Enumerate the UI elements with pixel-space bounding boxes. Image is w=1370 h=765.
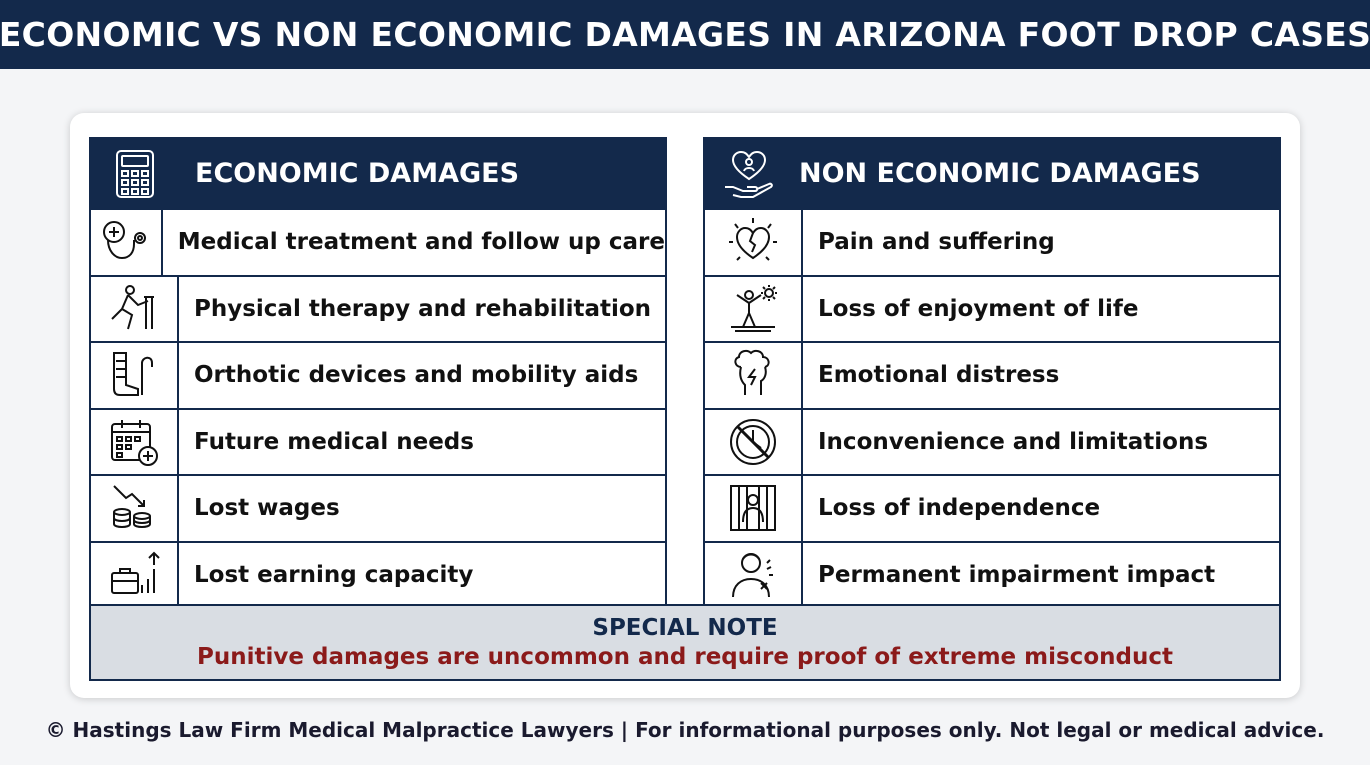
- person-injury-icon: [705, 542, 803, 607]
- table-row: Inconvenience and limitations: [705, 407, 1279, 474]
- briefcase-growth-icon: [91, 542, 179, 607]
- person-sun-icon: [705, 276, 803, 341]
- header-bar: ECONOMIC VS NON ECONOMIC DAMAGES IN ARIZ…: [0, 0, 1370, 69]
- calendar-plus-icon: [91, 409, 179, 474]
- noneconomic-item-label: Inconvenience and limitations: [818, 428, 1209, 455]
- brace-cane-icon: [91, 343, 179, 408]
- noneconomic-damages-table: NON ECONOMIC DAMAGES Pain and suffering …: [703, 137, 1281, 609]
- economic-damages-table: ECONOMIC DAMAGES Medical treatment and f…: [89, 137, 667, 609]
- footer-disclaimer: © Hastings Law Firm Medical Malpractice …: [45, 718, 1325, 742]
- person-bars-icon: [705, 476, 803, 541]
- table-row: Loss of enjoyment of life: [705, 274, 1279, 341]
- economic-item-label: Future medical needs: [194, 428, 474, 455]
- head-storm-icon: [705, 343, 803, 408]
- table-row: Future medical needs: [91, 407, 665, 474]
- table-row: Pain and suffering: [705, 208, 1279, 275]
- economic-header: ECONOMIC DAMAGES: [91, 139, 665, 208]
- table-row: Medical treatment and follow up care: [91, 208, 665, 275]
- table-row: Permanent impairment impact: [705, 540, 1279, 607]
- economic-item-label: Lost earning capacity: [194, 561, 474, 588]
- economic-item-label: Orthotic devices and mobility aids: [194, 362, 639, 389]
- economic-item-label: Medical treatment and follow up care: [177, 229, 665, 256]
- heart-hand-icon: [705, 149, 793, 199]
- noneconomic-header: NON ECONOMIC DAMAGES: [705, 139, 1279, 208]
- table-row: Lost wages: [91, 474, 665, 541]
- clock-prohibited-icon: [705, 409, 803, 474]
- special-note-body: Punitive damages are uncommon and requir…: [197, 643, 1173, 670]
- table-row: Loss of independence: [705, 474, 1279, 541]
- noneconomic-item-label: Permanent impairment impact: [818, 561, 1216, 588]
- noneconomic-item-label: Loss of enjoyment of life: [818, 295, 1139, 322]
- table-row: Physical therapy and rehabilitation: [91, 274, 665, 341]
- special-note-title: SPECIAL NOTE: [592, 614, 778, 641]
- coins-decline-icon: [91, 476, 179, 541]
- table-row: Emotional distress: [705, 341, 1279, 408]
- noneconomic-item-label: Loss of independence: [818, 495, 1101, 522]
- page-title: ECONOMIC VS NON ECONOMIC DAMAGES IN ARIZ…: [0, 15, 1370, 54]
- special-note: SPECIAL NOTE Punitive damages are uncomm…: [89, 604, 1281, 681]
- economic-item-label: Physical therapy and rehabilitation: [194, 295, 652, 322]
- noneconomic-item-label: Pain and suffering: [818, 229, 1055, 256]
- stethoscope-icon: [91, 210, 163, 275]
- noneconomic-item-label: Emotional distress: [818, 362, 1060, 389]
- broken-heart-icon: [705, 210, 803, 275]
- economic-item-label: Lost wages: [194, 495, 340, 522]
- exercise-icon: [91, 276, 179, 341]
- table-row: Lost earning capacity: [91, 540, 665, 607]
- calculator-icon: [91, 149, 179, 199]
- noneconomic-title: NON ECONOMIC DAMAGES: [799, 158, 1201, 189]
- table-row: Orthotic devices and mobility aids: [91, 341, 665, 408]
- economic-title: ECONOMIC DAMAGES: [195, 158, 520, 189]
